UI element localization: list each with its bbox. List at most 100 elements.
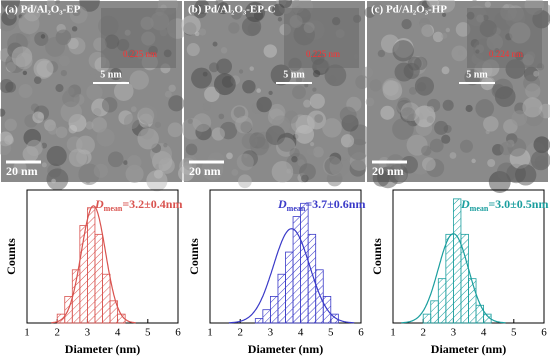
- texture: [491, 84, 506, 98]
- texture: [441, 12, 447, 17]
- lattice-label: 0.225 nm: [123, 49, 157, 59]
- texture: [265, 125, 286, 146]
- texture: [60, 69, 67, 77]
- x-tick-label: 1: [390, 327, 396, 339]
- bar: [102, 273, 111, 324]
- texture: [18, 84, 33, 99]
- scale-label: 5 nm: [466, 69, 488, 80]
- bar: [71, 269, 81, 324]
- texture: [530, 150, 550, 171]
- texture: [5, 81, 16, 93]
- texture: [271, 160, 294, 183]
- texture: [361, 66, 374, 79]
- texture: [107, 151, 124, 168]
- texture: [421, 145, 432, 156]
- texture: [101, 97, 118, 113]
- annotation-subscript: mean: [104, 204, 123, 213]
- texture: [216, 58, 232, 75]
- texture: [241, 133, 258, 150]
- texture: [46, 168, 69, 191]
- texture: [168, 95, 185, 112]
- texture: [429, 138, 444, 153]
- bar: [437, 278, 447, 324]
- x-tick-label: 3: [268, 327, 274, 339]
- texture: [496, 162, 517, 182]
- texture: [123, 160, 128, 165]
- x-axis-label: Diameter (nm): [65, 342, 140, 356]
- x-tick-label: 1: [24, 327, 30, 339]
- texture: [60, 101, 82, 123]
- texture: [309, 93, 325, 109]
- texture: [459, 139, 473, 153]
- texture: [0, 108, 6, 117]
- x-tick-label: 2: [420, 327, 426, 339]
- texture: [533, 70, 540, 77]
- texture: [181, 15, 201, 35]
- x-tick-label: 4: [481, 327, 487, 339]
- bar: [315, 269, 324, 324]
- texture: [322, 118, 342, 138]
- texture: [449, 152, 457, 159]
- texture: [96, 128, 115, 147]
- texture: [306, 147, 315, 156]
- bar: [109, 300, 119, 324]
- annotation-subscript: mean: [287, 204, 306, 213]
- x-axis-label: Diameter (nm): [248, 342, 323, 356]
- texture: [47, 124, 58, 135]
- x-axis-label: Diameter (nm): [431, 342, 506, 356]
- texture: [55, 126, 68, 139]
- texture: [198, 5, 206, 13]
- texture: [522, 97, 543, 118]
- x-tick-label: 6: [541, 327, 547, 339]
- texture: [324, 64, 347, 87]
- lattice-label: 0.224 nm: [489, 49, 523, 59]
- inset: [467, 8, 542, 68]
- texture: [451, 45, 468, 62]
- y-axis-label: Counts: [4, 238, 18, 275]
- texture: [161, 152, 170, 161]
- x-tick-label: 2: [54, 327, 60, 339]
- texture: [382, 79, 399, 96]
- bar: [422, 313, 432, 324]
- texture: [471, 158, 476, 164]
- x-tick-label: 2: [237, 327, 243, 339]
- x-tick-label: 1: [207, 327, 213, 339]
- x-tick-label: 5: [328, 327, 334, 339]
- texture: [40, 34, 46, 39]
- texture: [270, 64, 292, 86]
- texture: [209, 62, 219, 73]
- x-tick-label: 3: [85, 327, 91, 339]
- x-tick-label: 6: [358, 327, 364, 339]
- annotation-text: =3.0±0.5nm: [488, 197, 548, 211]
- texture: [242, 79, 256, 94]
- texture: [475, 99, 495, 118]
- texture: [212, 41, 218, 47]
- y-axis-label: Counts: [187, 238, 201, 275]
- lattice-label: 0.225 nm: [306, 49, 340, 59]
- texture: [86, 84, 103, 101]
- texture: [217, 2, 230, 15]
- scale-label: 20 nm: [6, 164, 38, 178]
- texture: [407, 56, 422, 71]
- texture: [125, 164, 144, 183]
- texture: [89, 73, 97, 82]
- texture: [72, 8, 81, 17]
- texture: [355, 75, 370, 90]
- texture: [55, 84, 64, 93]
- texture: [304, 83, 309, 88]
- texture: [113, 81, 134, 102]
- texture: [228, 22, 240, 34]
- texture: [312, 69, 321, 78]
- annotation-symbol: D: [277, 197, 287, 211]
- x-tick-label: 5: [145, 327, 151, 339]
- bar: [87, 207, 96, 324]
- texture: [204, 86, 220, 102]
- texture: [192, 113, 212, 132]
- texture: [400, 102, 420, 122]
- texture: [268, 90, 273, 96]
- texture: [202, 102, 211, 111]
- image-label: (b) Pd/Al₂O₃-EP-C: [188, 4, 276, 16]
- bar: [300, 202, 309, 324]
- texture: [369, 79, 382, 92]
- y-axis-label: Counts: [370, 238, 384, 275]
